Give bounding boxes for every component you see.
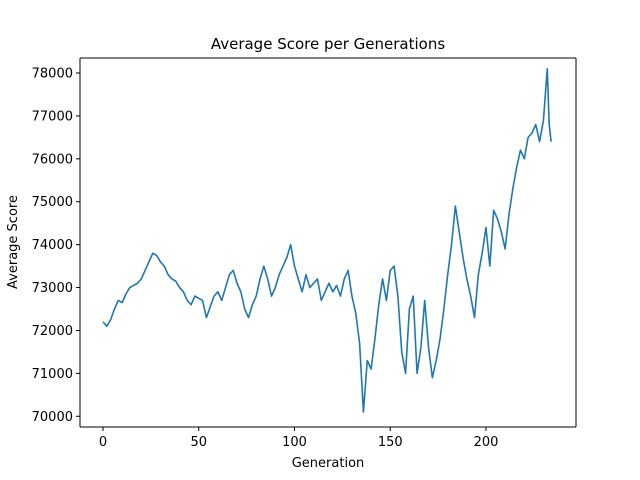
y-tick-label: 75000 <box>32 195 73 210</box>
ticks-layer: 0 50 100 150 200 70000 71000 72000 73000 74000 750… <box>32 67 499 450</box>
y-tick-label: 73000 <box>32 281 73 296</box>
chart-title: Average Score per Generations <box>211 35 446 53</box>
y-tick-label: 71000 <box>32 367 73 382</box>
plot-area <box>80 58 576 427</box>
x-tick-label: 0 <box>99 435 107 450</box>
x-tick-label: 150 <box>378 435 403 450</box>
y-tick-label: 70000 <box>32 410 73 425</box>
y-tick-label: 77000 <box>32 109 73 124</box>
y-tick-label: 72000 <box>32 324 73 339</box>
y-tick-label: 74000 <box>32 238 73 253</box>
x-tick-label: 50 <box>190 435 207 450</box>
series-line <box>102 67 552 413</box>
x-axis-title: Generation <box>292 456 365 471</box>
y-tick-label: 78000 <box>32 67 73 82</box>
y-axis-title: Average Score <box>6 195 21 289</box>
y-tick-label: 76000 <box>32 152 73 167</box>
x-tick-label: 200 <box>474 435 499 450</box>
x-tick-label: 100 <box>282 435 307 450</box>
